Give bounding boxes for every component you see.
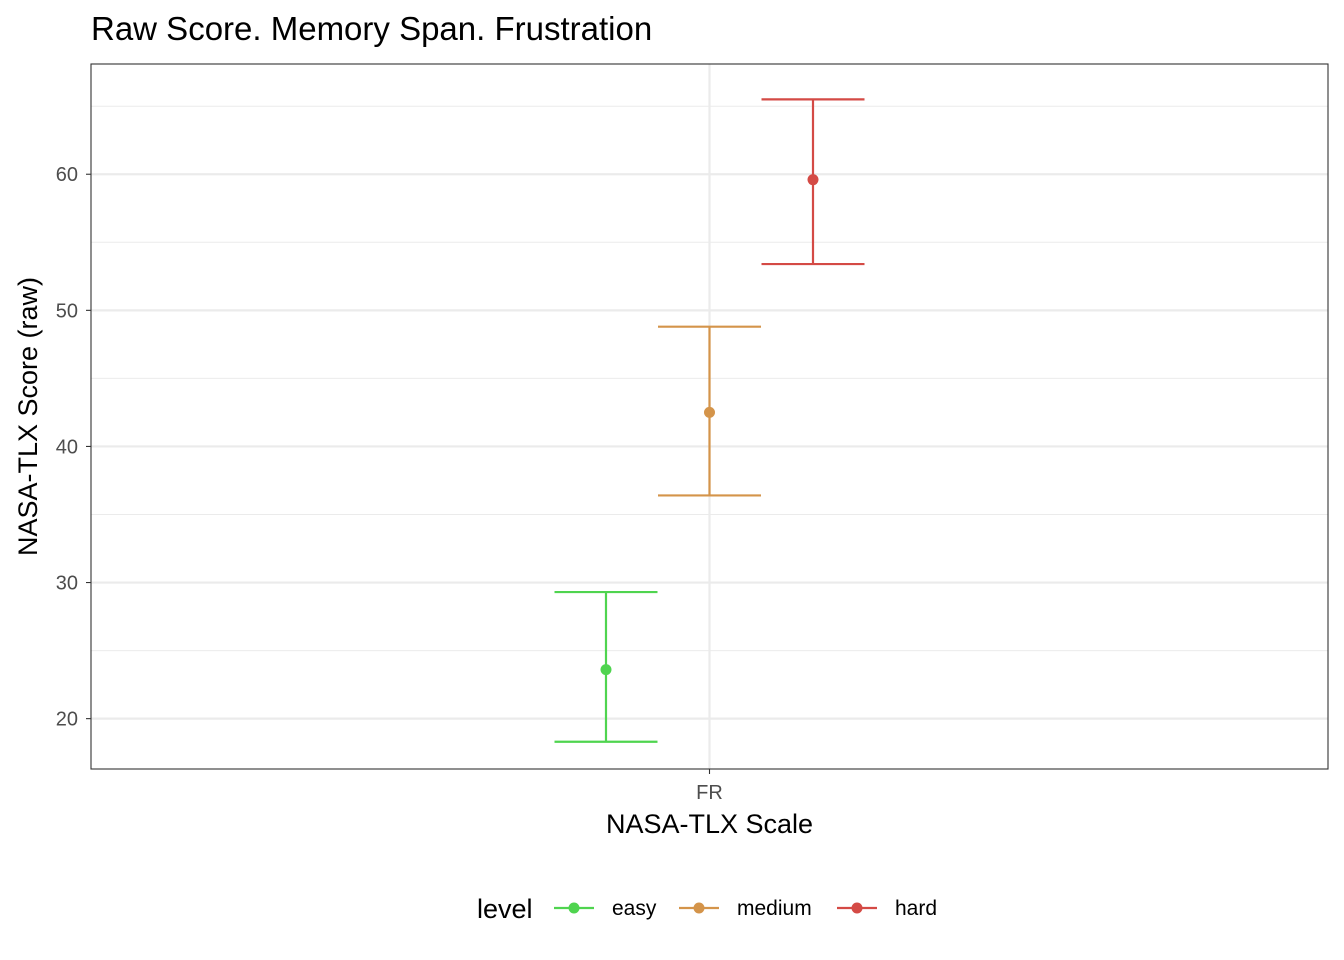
data-marks [554,98,865,743]
x-tick-label: FR [696,782,723,804]
mean-point [600,664,612,676]
y-tick-label: 60 [56,164,78,186]
legend-label: hard [895,897,937,920]
x-axis-title: NASA-TLX Scale [606,809,813,839]
mean-point [704,406,715,418]
plot-panel [90,63,1329,770]
series-easy [554,590,658,743]
legend-item-hard: hard [837,897,937,920]
legend: level easy medium hard [477,894,937,924]
legend-label: easy [612,897,657,920]
y-tick-label: 50 [56,300,78,322]
legend-item-easy: easy [554,897,657,920]
series-medium [658,325,761,497]
y-tick-label: 40 [56,436,78,458]
x-axis: FR [696,769,723,804]
series-hard [761,98,865,266]
legend-title: level [477,894,533,924]
legend-key-point [693,902,705,914]
legend-item-medium: medium [679,897,812,920]
legend-label: medium [737,897,812,920]
chart-title: Raw Score. Memory Span. Frustration [91,10,652,47]
legend-key-point [568,902,580,914]
y-axis: 20 30 40 50 60 [56,164,91,731]
y-tick-label: 20 [56,709,78,731]
y-axis-title: NASA-TLX Score (raw) [13,277,43,556]
mean-point [807,174,819,186]
y-tick-label: 30 [56,573,78,595]
legend-key-point [851,902,863,914]
